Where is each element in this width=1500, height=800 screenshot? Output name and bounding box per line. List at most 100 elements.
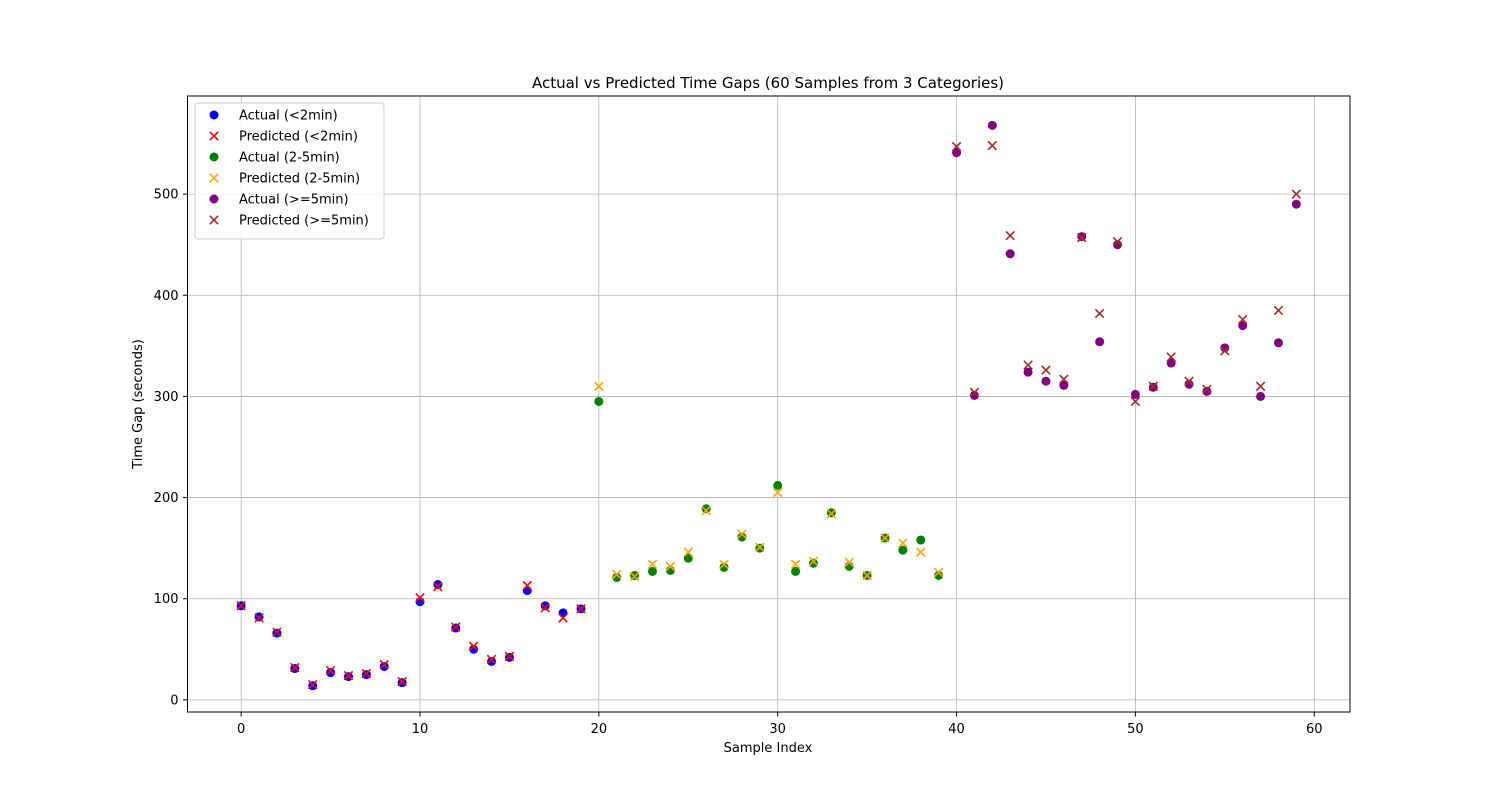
predicted-point [1023, 360, 1033, 370]
predicted-point [361, 668, 372, 679]
predicted-point [307, 679, 318, 690]
legend-marker [209, 152, 219, 162]
predicted-point [451, 622, 461, 632]
legend-marker [209, 173, 219, 183]
predicted-point [1184, 376, 1194, 387]
predicted-point [1076, 232, 1087, 243]
axis-ticks: 0 10 20 30 40 50 60 0 100 200 300 400 500 [154, 188, 1323, 737]
actual-point [433, 580, 443, 590]
predicted-point [1202, 384, 1212, 395]
legend-marker [209, 110, 219, 120]
actual-point [379, 661, 389, 671]
x-tick-label: 40 [948, 722, 965, 737]
actual-point [969, 390, 979, 400]
actual-point [522, 586, 532, 596]
predicted-point [1059, 374, 1069, 384]
legend-item: Predicted (>=5min) [209, 214, 369, 229]
predicted-point [379, 659, 389, 670]
actual-point [540, 601, 550, 611]
predicted-point [647, 559, 658, 570]
actual-point [1202, 386, 1212, 396]
predicted-point [737, 529, 747, 539]
predicted-point [325, 665, 336, 676]
predicted-point [1220, 346, 1230, 356]
actual-point [1238, 321, 1248, 331]
y-tick-label: 0 [170, 693, 178, 708]
y-tick-label: 500 [154, 188, 179, 203]
predicted-point [433, 581, 443, 592]
predicted-point [719, 559, 729, 570]
predicted-point [1255, 381, 1266, 392]
predicted-point [576, 604, 586, 614]
legend-label: Predicted (<2min) [239, 130, 358, 145]
y-tick-label: 100 [154, 592, 179, 607]
plot-frame [187, 95, 1351, 713]
legend-marker [209, 215, 219, 225]
x-tick-label: 50 [1127, 722, 1144, 737]
predicted-point [611, 569, 622, 580]
predicted-point [790, 559, 801, 570]
predicted-point [594, 381, 604, 392]
actual-point [1273, 338, 1283, 348]
y-tick-label: 300 [154, 390, 179, 405]
actual-point [1291, 199, 1301, 209]
predicted-point [468, 641, 479, 652]
predicted-point [701, 505, 711, 516]
actual-point [701, 504, 711, 514]
legend-item: Actual (<2min) [209, 109, 338, 124]
actual-point [952, 148, 962, 158]
actual-point [1256, 391, 1266, 401]
legend-box [194, 102, 385, 240]
x-axis-label: Sample Index [724, 741, 813, 756]
predicted-point [486, 654, 497, 665]
predicted-point [1112, 236, 1123, 247]
actual-point [737, 532, 747, 542]
predicted-point [665, 561, 676, 572]
y-axis-label: Time Gap (seconds) [131, 339, 146, 470]
actual-point [487, 656, 497, 666]
actual-point [326, 668, 336, 678]
actual-point [1023, 367, 1033, 377]
series-predicted-5min- [951, 140, 1302, 407]
predicted-point [1130, 396, 1141, 407]
predicted-point [951, 141, 962, 152]
actual-point [1059, 380, 1069, 390]
predicted-point [862, 570, 872, 581]
y-tick-label: 400 [154, 289, 179, 304]
actual-point [1005, 249, 1015, 259]
predicted-point [558, 613, 568, 623]
actual-point [1166, 358, 1176, 368]
legend-item: Actual (>=5min) [209, 193, 349, 208]
actual-point [648, 566, 657, 576]
predicted-point [755, 542, 765, 552]
actual-point [808, 558, 818, 568]
predicted-point [772, 487, 783, 498]
predicted-point [826, 508, 837, 519]
x-tick-label: 20 [591, 722, 608, 737]
predicted-point [254, 613, 264, 623]
legend-label: Actual (2-5min) [239, 151, 340, 166]
predicted-point [1041, 365, 1051, 375]
actual-point [1130, 389, 1140, 399]
actual-point [1095, 337, 1105, 347]
predicted-point [1094, 308, 1105, 319]
predicted-point [898, 538, 908, 548]
actual-point [1113, 240, 1122, 250]
predicted-point [522, 580, 533, 591]
actual-point [612, 572, 622, 582]
predicted-point [880, 533, 890, 543]
x-tick-label: 10 [412, 722, 429, 737]
predicted-point [1237, 314, 1248, 325]
actual-point [719, 562, 729, 572]
predicted-point [272, 627, 282, 637]
predicted-point [1148, 381, 1159, 392]
legend-item: Predicted (<2min) [209, 130, 358, 145]
series-predicted-2min- [236, 580, 586, 690]
actual-point [934, 570, 944, 580]
predicted-point [683, 547, 694, 557]
predicted-point [1005, 230, 1015, 241]
predicted-point [236, 601, 246, 611]
actual-point [1220, 343, 1230, 353]
legend-label: Predicted (2-5min) [239, 172, 360, 187]
actual-point [1041, 376, 1051, 386]
